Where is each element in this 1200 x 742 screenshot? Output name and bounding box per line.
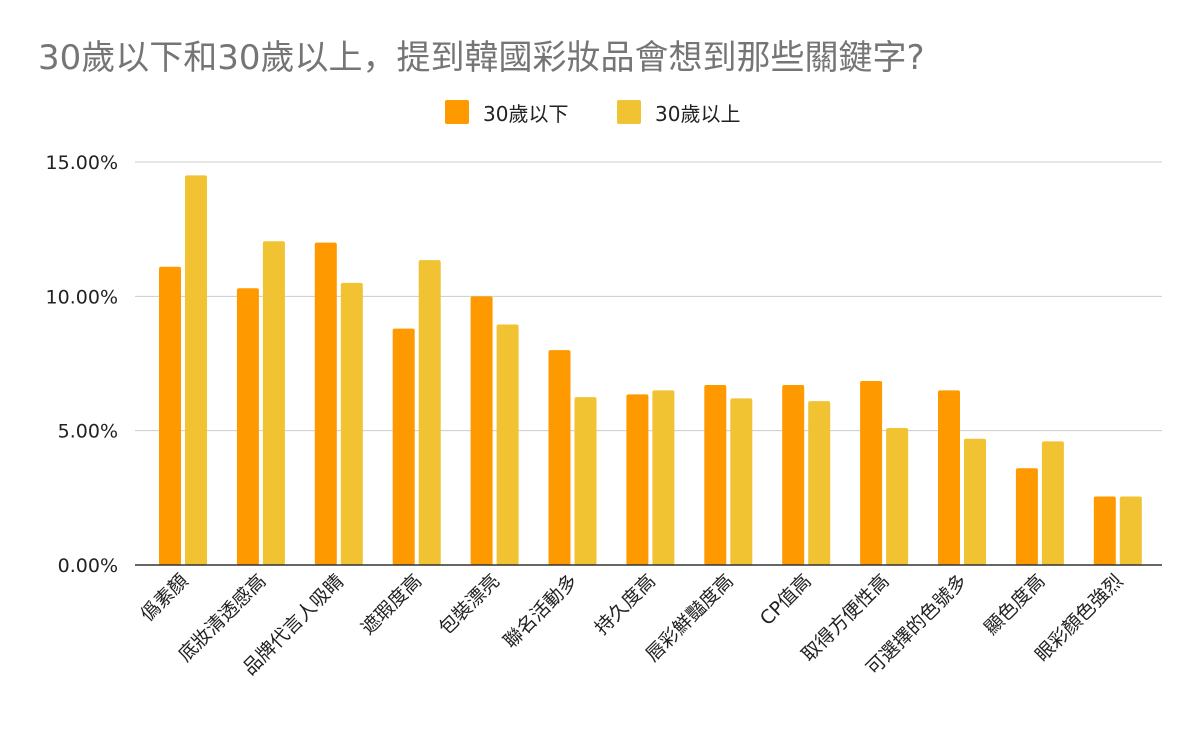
bar-under-30[interactable] (314, 242, 337, 565)
legend-swatch-over-30 (617, 100, 641, 124)
bar-over-30[interactable] (1041, 441, 1064, 565)
x-tick-label: 包裝漂亮 (435, 570, 504, 639)
legend-label-over-30: 30歲以上 (655, 101, 741, 126)
bar-over-30[interactable] (574, 397, 597, 565)
bar-over-30[interactable] (340, 282, 363, 565)
bar-over-30[interactable] (262, 241, 285, 566)
bar-under-30[interactable] (392, 328, 415, 565)
bar-under-30[interactable] (1015, 468, 1038, 565)
bar-under-30[interactable] (470, 296, 493, 565)
x-tick-label: 顯色度高 (980, 570, 1049, 639)
bar-under-30[interactable] (938, 390, 960, 565)
bar-under-30[interactable] (548, 350, 571, 565)
bar-over-30[interactable] (185, 175, 207, 565)
x-tick-label: 僞素顏 (137, 570, 193, 626)
bar-under-30[interactable] (860, 380, 883, 565)
bar-under-30[interactable] (782, 384, 805, 565)
chart-title: 30歲以下和30歲以上，提到韓國彩妝品會想到那些關鍵字? (38, 38, 925, 78)
bar-under-30[interactable] (704, 384, 727, 565)
x-tick-label: CP值高 (756, 570, 816, 630)
x-tick-label: 持久度高 (591, 570, 660, 639)
bar-over-30[interactable] (1119, 496, 1142, 565)
legend-item-under-30[interactable]: 30歲以下 (445, 98, 568, 126)
bar-over-30[interactable] (886, 427, 909, 565)
bar-over-30[interactable] (496, 324, 519, 565)
bar-under-30[interactable] (236, 288, 259, 565)
bar-over-30[interactable] (808, 401, 831, 565)
bar-over-30[interactable] (652, 390, 675, 565)
bar-over-30[interactable] (964, 438, 986, 565)
legend-item-over-30[interactable]: 30歲以上 (617, 98, 740, 126)
bar-over-30[interactable] (418, 260, 441, 565)
bar-over-30[interactable] (730, 398, 753, 565)
bar-under-30[interactable] (159, 266, 181, 565)
y-tick-label: 15.00% (46, 152, 118, 174)
legend: 30歲以下 30歲以上 (0, 98, 1200, 126)
y-tick-label: 0.00% (58, 555, 118, 577)
x-tick-label: 遮瑕度高 (357, 570, 426, 639)
legend-swatch-under-30 (445, 100, 469, 124)
x-tick-label: 聯名活動多 (499, 570, 582, 653)
legend-label-under-30: 30歲以下 (483, 101, 569, 126)
bar-under-30[interactable] (626, 394, 649, 565)
y-tick-label: 5.00% (58, 421, 118, 443)
y-tick-label: 10.00% (46, 286, 118, 308)
bar-under-30[interactable] (1093, 496, 1116, 565)
